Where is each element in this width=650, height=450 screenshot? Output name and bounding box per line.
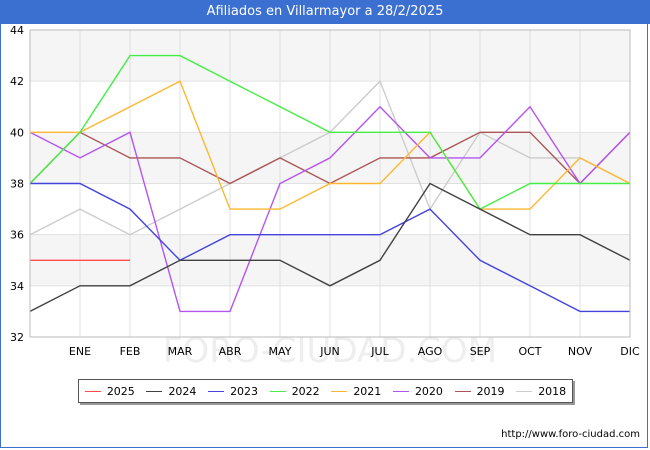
- legend-item-2025: 2025: [84, 384, 135, 398]
- legend-item-2024: 2024: [146, 385, 196, 398]
- series-line-2023: [30, 182, 630, 313]
- x-tick-label: MAR: [168, 345, 193, 358]
- x-tick-label: FEB: [120, 345, 141, 358]
- legend-item-2023: 2023: [208, 385, 258, 398]
- legend-label: 2018: [538, 384, 567, 398]
- legend-swatch: [454, 390, 471, 392]
- legend-swatch: [146, 390, 163, 392]
- chart-legend: 2025 2024 2023 2022 2021 2020 2019 2018: [78, 379, 573, 403]
- y-tick-label: 34: [10, 280, 24, 293]
- x-tick-label: SEP: [470, 345, 491, 358]
- x-tick-label: ENE: [69, 345, 91, 358]
- legend-swatch: [84, 390, 101, 392]
- legend-label: 2020: [414, 384, 443, 398]
- legend-swatch: [269, 390, 286, 392]
- series-line-2024: [29, 182, 631, 313]
- chart-axes: 32 34 36 38 40 42 44 ENE FEB MAR ABR MAY JUN JUL AGO SE…: [10, 24, 640, 358]
- legend-swatch: [392, 390, 409, 392]
- legend-item-2018: 2018: [516, 385, 566, 398]
- series-line-2022: [29, 54, 630, 211]
- x-tick-label: MAY: [269, 345, 292, 358]
- legend-item-2022: 2022: [269, 384, 320, 398]
- chart-title: Afiliados en Villarmayor a 28/2/2025: [0, 0, 650, 24]
- y-tick-label: 44: [10, 24, 24, 37]
- legend-item-2021: 2021: [331, 385, 381, 398]
- legend-swatch: [516, 390, 533, 392]
- y-tick-label: 40: [10, 126, 24, 139]
- plot-area: [29, 29, 631, 338]
- x-tick-label: OCT: [518, 345, 541, 358]
- y-tick-label: 36: [10, 229, 24, 242]
- legend-label: 2019: [476, 384, 505, 398]
- watermark: FORO-CIUDAD.COM: [163, 331, 497, 371]
- x-tick-label: AGO: [418, 345, 443, 358]
- x-tick-label: NOV: [568, 345, 593, 358]
- y-tick-label: 32: [10, 331, 24, 344]
- legend-label: 2024: [168, 384, 197, 398]
- legend-item-2020: 2020: [392, 384, 443, 398]
- series-line-2020: [29, 105, 631, 313]
- legend-label: 2021: [353, 384, 382, 398]
- legend-label: 2022: [291, 384, 320, 398]
- chart-series: [29, 54, 631, 313]
- x-tick-label: DIC: [620, 345, 640, 358]
- x-tick-label: JUN: [319, 345, 340, 358]
- legend-swatch: [331, 390, 348, 392]
- legend-item-2019: 2019: [454, 384, 505, 398]
- legend-label: 2023: [230, 384, 259, 398]
- x-tick-label: JUL: [370, 345, 389, 358]
- x-tick-label: ABR: [219, 345, 242, 358]
- source-url[interactable]: http://www.foro-ciudad.com: [501, 429, 640, 440]
- legend-swatch: [208, 390, 225, 392]
- y-tick-label: 38: [10, 178, 24, 191]
- series-line-2021: [30, 80, 631, 210]
- y-tick-label: 42: [10, 75, 24, 88]
- legend-label: 2025: [106, 384, 135, 398]
